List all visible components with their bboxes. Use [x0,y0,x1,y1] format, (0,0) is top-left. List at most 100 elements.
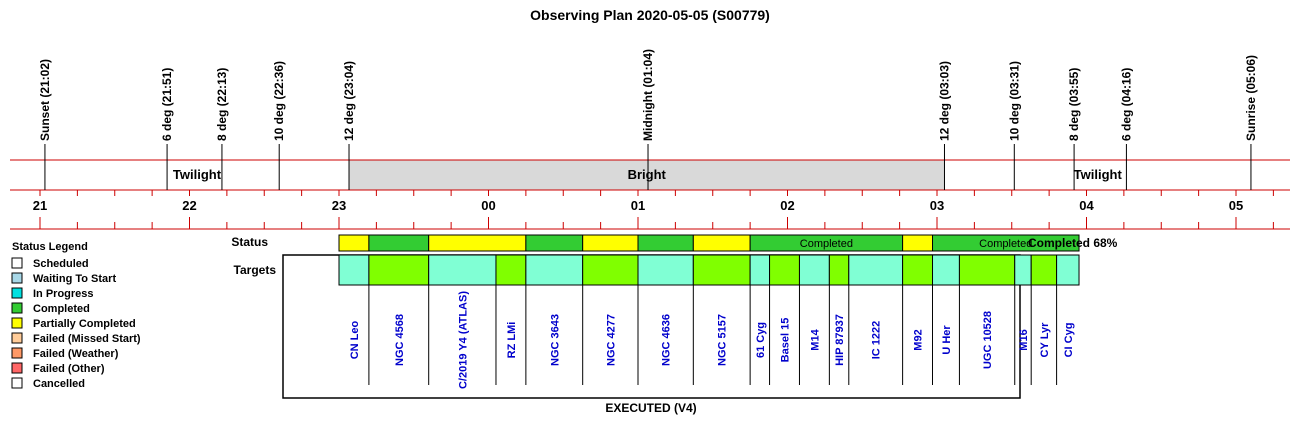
event-label: 10 deg (03:31) [1007,61,1021,141]
target-name: Basel 15 [780,318,792,363]
sky-band-label: Twilight [1074,167,1123,182]
hour-tick-label: 04 [1079,198,1094,213]
status-segment [338,234,370,252]
event-label: 12 deg (23:04) [342,61,356,141]
target-name: UGC 10528 [982,311,994,369]
hour-tick-label: 23 [332,198,346,213]
target-block [637,254,694,286]
legend-item-label: Failed (Other) [33,363,105,375]
target-name: IC 1222 [871,321,883,360]
status-segment [428,234,527,252]
target-name: NGC 4636 [661,314,673,366]
target-block [582,254,639,286]
target-block [798,254,830,286]
legend-title: Status Legend [12,241,88,253]
legend-item-label: Failed (Missed Start) [33,333,141,345]
legend-swatch [11,257,23,269]
legend-swatch [11,287,23,299]
target-block [749,254,771,286]
chart-title: Observing Plan 2020-05-05 (S00779) [530,7,770,23]
execution-footer: EXECUTED (V4) [605,401,696,415]
target-block [828,254,850,286]
legend-swatch [11,377,23,389]
sky-band-layer: Twilight Bright Twilight [10,159,1290,191]
target-name: NGC 3643 [549,314,561,366]
event-label: 6 deg (21:51) [160,68,174,141]
event-label: 8 deg (22:13) [215,68,229,141]
sky-band-label: Bright [628,167,667,182]
target-block [848,254,904,286]
status-segment [692,234,751,252]
legend-item-label: Cancelled [33,378,85,390]
time-axis: 21 22 23 00 01 02 03 04 05 [10,190,1290,230]
target-name: CN Leo [349,320,361,359]
hour-tick-label: 03 [930,198,944,213]
hour-tick-label: 00 [481,198,495,213]
target-name: U Her [941,325,953,355]
target-name: NGC 5157 [717,314,729,366]
event-markers: Sunset (21:02) 6 deg (21:51) 8 deg (22:13)… [38,49,1258,190]
target-block [902,254,934,286]
event-label: Sunrise (05:06) [1244,55,1258,141]
target-block [1014,254,1032,286]
target-block [932,254,960,286]
targets-row-label: Targets [234,263,277,277]
target-name: RZ LMi [506,322,518,359]
target-block [1030,254,1058,286]
event-label: 8 deg (03:55) [1067,68,1081,141]
status-segment [637,234,694,252]
target-block [958,254,1016,286]
status-segment [368,234,430,252]
legend-item-label: Failed (Weather) [33,348,119,360]
hour-tick-label: 21 [33,198,47,213]
legend-swatch [11,362,23,374]
target-name: NGC 4277 [605,314,617,366]
event-label: Sunset (21:02) [38,59,52,141]
legend-item-label: In Progress [33,288,94,300]
event-label: 10 deg (22:36) [272,61,286,141]
target-name: 61 Cyg [755,322,767,358]
hour-tick-label: 22 [182,198,196,213]
status-segment-label: Completed [979,238,1032,250]
target-block [368,254,430,286]
event-label: Midnight (01:04) [641,49,655,141]
event-label: 12 deg (03:03) [937,61,951,141]
target-block [769,254,800,286]
target-block [428,254,497,286]
target-name: C/2019 Y4 (ATLAS) [457,291,469,389]
legend-item-label: Waiting To Start [33,273,116,285]
target-name: M16 [1018,329,1030,350]
status-segment [932,234,1080,252]
target-name: M92 [913,329,925,350]
status-segment-label: Completed [800,238,853,250]
target-block [338,254,370,286]
sky-band-bright [349,160,945,190]
target-name: HIP 87937 [834,314,846,366]
status-segment [582,234,639,252]
status-legend: Status Legend Scheduled Waiting To Start In… [11,241,141,390]
status-row-label: Status [231,235,268,249]
target-name: CI Cyg [1063,323,1075,358]
legend-item-label: Partially Completed [33,318,136,330]
target-name: NGC 4568 [394,314,406,366]
status-segment [525,234,584,252]
target-block [525,254,584,286]
legend-swatch [11,332,23,344]
legend-swatch [11,347,23,359]
sky-band-label: Twilight [173,167,222,182]
legend-item-label: Scheduled [33,258,89,270]
legend-swatch [11,317,23,329]
hour-tick-label: 05 [1229,198,1243,213]
target-block [1056,254,1080,286]
event-label: 6 deg (04:16) [1119,68,1133,141]
legend-swatch [11,302,23,314]
hour-tick-label: 02 [780,198,794,213]
target-block [692,254,751,286]
completion-percentage: Completed 68% [1028,236,1118,250]
legend-swatch [11,272,23,284]
legend-item-label: Completed [33,303,90,315]
target-name: M14 [809,328,821,350]
hour-tick-label: 01 [631,198,645,213]
